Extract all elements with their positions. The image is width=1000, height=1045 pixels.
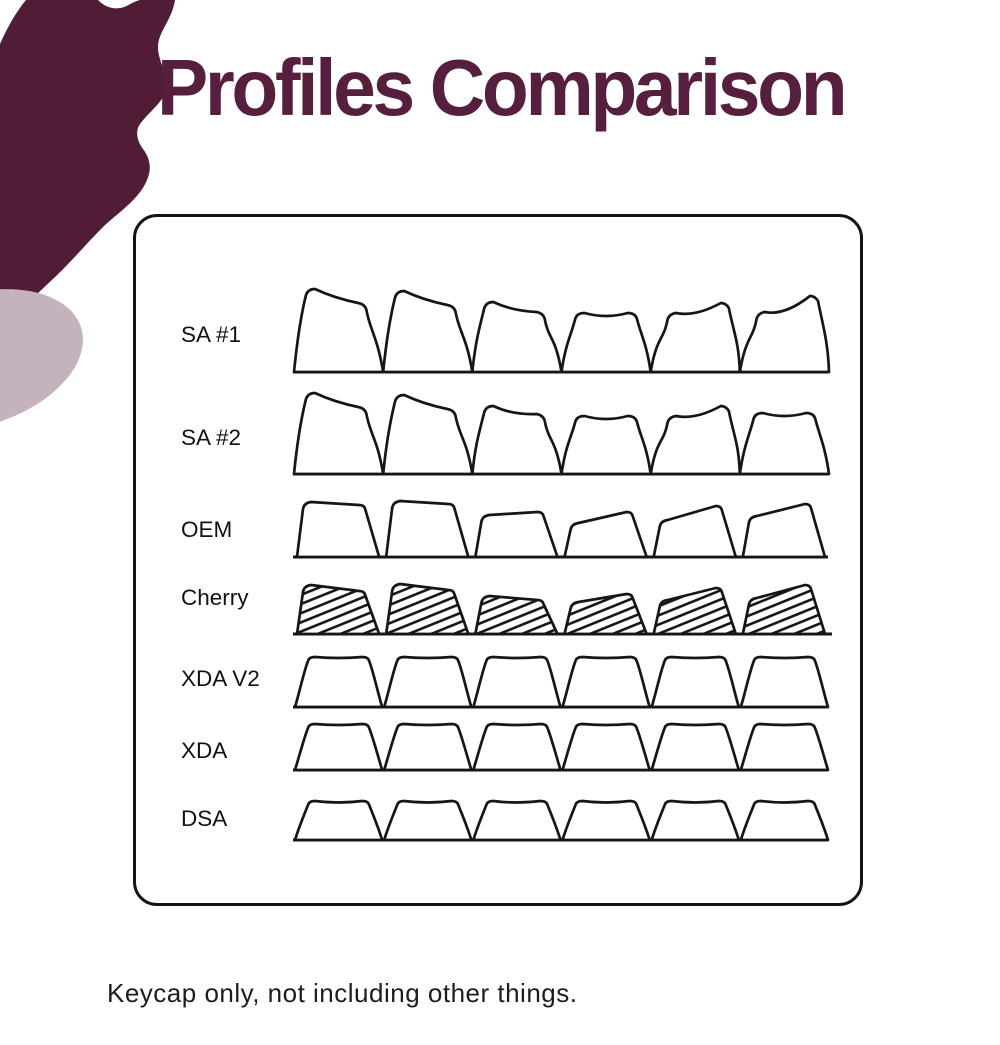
profile-label-xdav2: XDA V2 <box>181 666 260 691</box>
page-title: Profiles Comparison <box>157 43 848 132</box>
keycap-xda-3 <box>471 722 562 772</box>
keycap-cherry-1 <box>295 583 381 636</box>
profile-label-sa1: SA #1 <box>181 322 242 347</box>
keycap-sa1-1 <box>292 287 385 374</box>
keycap-xdav2-4 <box>561 655 652 709</box>
keycap-dsa-4 <box>561 799 652 842</box>
keycap-sa2-2 <box>381 393 474 476</box>
keycap-sa1-2 <box>381 289 474 374</box>
keycap-xdav2-6 <box>739 655 830 709</box>
keycap-xda-6 <box>739 722 830 772</box>
keycap-sa1-6 <box>738 294 831 374</box>
comparison-box <box>133 214 863 906</box>
keycap-cherry-2 <box>384 582 470 636</box>
keycap-xdav2-3 <box>471 655 562 709</box>
keycap-xda-2 <box>382 722 473 772</box>
keycap-sa1-3 <box>470 300 563 374</box>
keycap-xda-5 <box>650 722 741 772</box>
keycap-sa2-4 <box>560 414 653 476</box>
keycap-sa1-4 <box>560 311 653 374</box>
keycap-sa2-1 <box>292 391 385 476</box>
keycap-oem-3 <box>473 510 559 559</box>
keycap-xdav2-5 <box>650 655 741 709</box>
keycap-sa1-5 <box>649 301 742 374</box>
keycap-dsa-2 <box>382 799 473 842</box>
profile-label-dsa: DSA <box>181 806 228 831</box>
profile-label-cherry: Cherry <box>181 585 249 610</box>
profile-label-xda: XDA <box>181 738 228 763</box>
keycap-cherry-6 <box>741 583 827 636</box>
keycap-oem-5 <box>652 504 738 559</box>
keycap-oem-2 <box>384 499 470 559</box>
profile-label-oem: OEM <box>181 517 233 542</box>
footer-note: Keycap only, not including other things. <box>107 978 578 1008</box>
keycap-oem-6 <box>741 502 827 559</box>
keycap-oem-1 <box>295 500 381 559</box>
keycap-cherry-5 <box>652 586 738 636</box>
keycap-sa2-6 <box>738 411 831 476</box>
keycap-cherry-3 <box>473 594 559 636</box>
keycap-oem-4 <box>563 510 649 559</box>
keycap-dsa-1 <box>293 799 384 842</box>
keycap-xdav2-2 <box>382 655 473 709</box>
keycap-dsa-3 <box>471 799 562 842</box>
keycap-dsa-5 <box>650 799 741 842</box>
keycap-sa2-5 <box>649 404 742 476</box>
keycap-xda-4 <box>561 722 652 772</box>
keycap-xda-1 <box>293 722 384 772</box>
keycap-cherry-4 <box>563 592 649 636</box>
keycap-sa2-3 <box>470 404 563 476</box>
keycap-dsa-6 <box>739 799 830 842</box>
profile-label-sa2: SA #2 <box>181 425 242 450</box>
keycap-xdav2-1 <box>293 655 384 709</box>
